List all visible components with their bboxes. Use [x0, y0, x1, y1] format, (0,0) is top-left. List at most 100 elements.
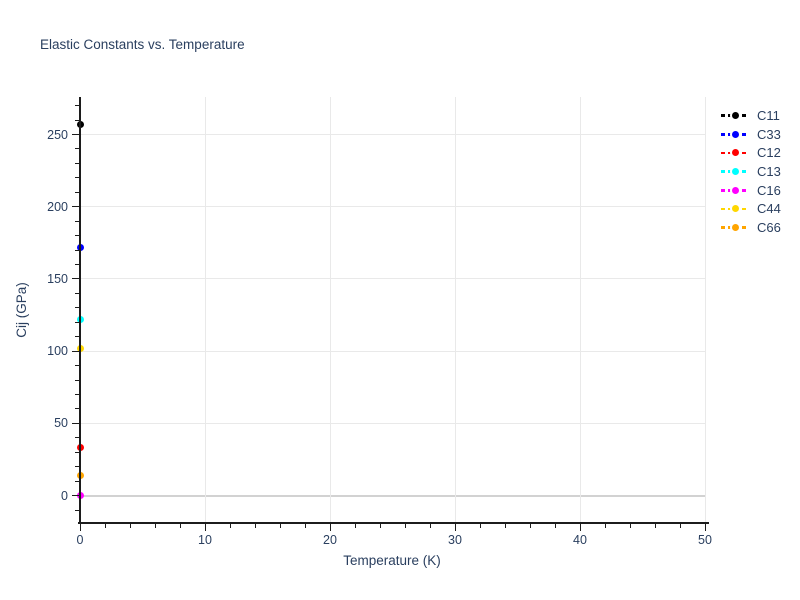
y-major-tick: [72, 278, 79, 280]
y-axis-line: [79, 97, 81, 523]
legend-item-C66[interactable]: C66: [721, 218, 781, 237]
x-minor-tick: [479, 524, 481, 528]
x-minor-tick: [279, 524, 281, 528]
legend-item-C12[interactable]: C12: [721, 143, 781, 162]
x-tick-label: 30: [448, 533, 462, 547]
x-major-tick: [204, 524, 206, 531]
y-minor-tick: [75, 235, 79, 237]
x-minor-tick: [304, 524, 306, 528]
y-major-tick: [72, 350, 79, 352]
y-minor-tick: [75, 191, 79, 193]
legend-marker-dot: [731, 205, 739, 213]
x-minor-tick: [629, 524, 631, 528]
x-axis-title: Temperature (K): [343, 553, 441, 568]
legend-marker-dot: [731, 130, 739, 138]
x-minor-tick: [129, 524, 131, 528]
y-minor-tick: [75, 509, 79, 511]
x-minor-tick: [604, 524, 606, 528]
legend-marker-dot: [731, 167, 739, 175]
legend-label: C66: [757, 219, 781, 235]
legend-item-C13[interactable]: C13: [721, 162, 781, 181]
legend-dashed-marker-icon: [721, 130, 749, 138]
y-minor-tick: [75, 393, 79, 395]
x-minor-tick: [654, 524, 656, 528]
legend-dashed-marker-icon: [721, 111, 749, 119]
y-minor-tick: [75, 119, 79, 121]
legend: C11 C33 C12 C13 C16 C44 C66: [721, 106, 781, 237]
y-minor-tick: [75, 292, 79, 294]
legend-marker-dot: [731, 111, 739, 119]
y-minor-tick: [75, 177, 79, 179]
y-minor-tick: [75, 249, 79, 251]
legend-marker-dot: [731, 223, 739, 231]
x-axis-line: [78, 522, 709, 524]
legend-label: C13: [757, 163, 781, 179]
y-tick-label: 200: [47, 199, 68, 214]
legend-label: C12: [757, 145, 781, 161]
y-gridline: [80, 206, 705, 208]
y-minor-tick: [75, 451, 79, 453]
x-tick-label: 50: [698, 533, 712, 547]
zero-gridline: [80, 494, 705, 497]
legend-marker-dot: [731, 186, 739, 194]
y-minor-tick: [75, 148, 79, 150]
y-gridline: [80, 422, 705, 424]
y-major-tick: [72, 495, 79, 497]
legend-dashed-marker-icon: [721, 149, 749, 157]
y-tick-label: 100: [47, 344, 68, 359]
x-tick-label: 0: [76, 533, 84, 547]
y-major-tick: [72, 206, 79, 208]
y-tick-label: 250: [47, 127, 68, 142]
x-minor-tick: [404, 524, 406, 528]
legend-dashed-marker-icon: [721, 167, 749, 175]
y-gridline: [80, 350, 705, 352]
y-major-tick: [72, 422, 79, 424]
y-gridline: [80, 278, 705, 280]
x-gridline: [704, 97, 706, 523]
y-minor-tick: [75, 162, 79, 164]
x-major-tick: [79, 524, 81, 531]
x-tick-label: 40: [573, 533, 587, 547]
y-minor-tick: [75, 379, 79, 381]
x-major-tick: [329, 524, 331, 531]
legend-item-C11[interactable]: C11: [721, 106, 781, 125]
x-minor-tick: [179, 524, 181, 528]
y-minor-tick: [75, 105, 79, 107]
legend-label: C44: [757, 201, 781, 217]
y-minor-tick: [75, 466, 79, 468]
x-minor-tick: [354, 524, 356, 528]
y-tick-label: 0: [61, 488, 68, 503]
x-minor-tick: [254, 524, 256, 528]
legend-label: C33: [757, 126, 781, 142]
x-minor-tick: [379, 524, 381, 528]
legend-item-C16[interactable]: C16: [721, 181, 781, 200]
x-gridline: [579, 97, 581, 523]
legend-dashed-marker-icon: [721, 205, 749, 213]
y-minor-tick: [75, 365, 79, 367]
legend-label: C16: [757, 182, 781, 198]
x-major-tick: [579, 524, 581, 531]
x-minor-tick: [504, 524, 506, 528]
x-minor-tick: [429, 524, 431, 528]
y-minor-tick: [75, 336, 79, 338]
x-minor-tick: [529, 524, 531, 528]
x-major-tick: [454, 524, 456, 531]
legend-item-C33[interactable]: C33: [721, 125, 781, 144]
x-tick-label: 10: [198, 533, 212, 547]
x-tick-label: 20: [323, 533, 337, 547]
x-minor-tick: [679, 524, 681, 528]
y-minor-tick: [75, 307, 79, 309]
y-tick-label: 150: [47, 271, 68, 286]
x-gridline: [329, 97, 331, 523]
legend-label: C11: [757, 107, 780, 123]
x-minor-tick: [554, 524, 556, 528]
x-gridline: [454, 97, 456, 523]
y-minor-tick: [75, 480, 79, 482]
y-major-tick: [72, 134, 79, 136]
y-minor-tick: [75, 437, 79, 439]
legend-item-C44[interactable]: C44: [721, 199, 781, 218]
x-minor-tick: [229, 524, 231, 528]
x-major-tick: [704, 524, 706, 531]
legend-marker-dot: [731, 149, 739, 157]
